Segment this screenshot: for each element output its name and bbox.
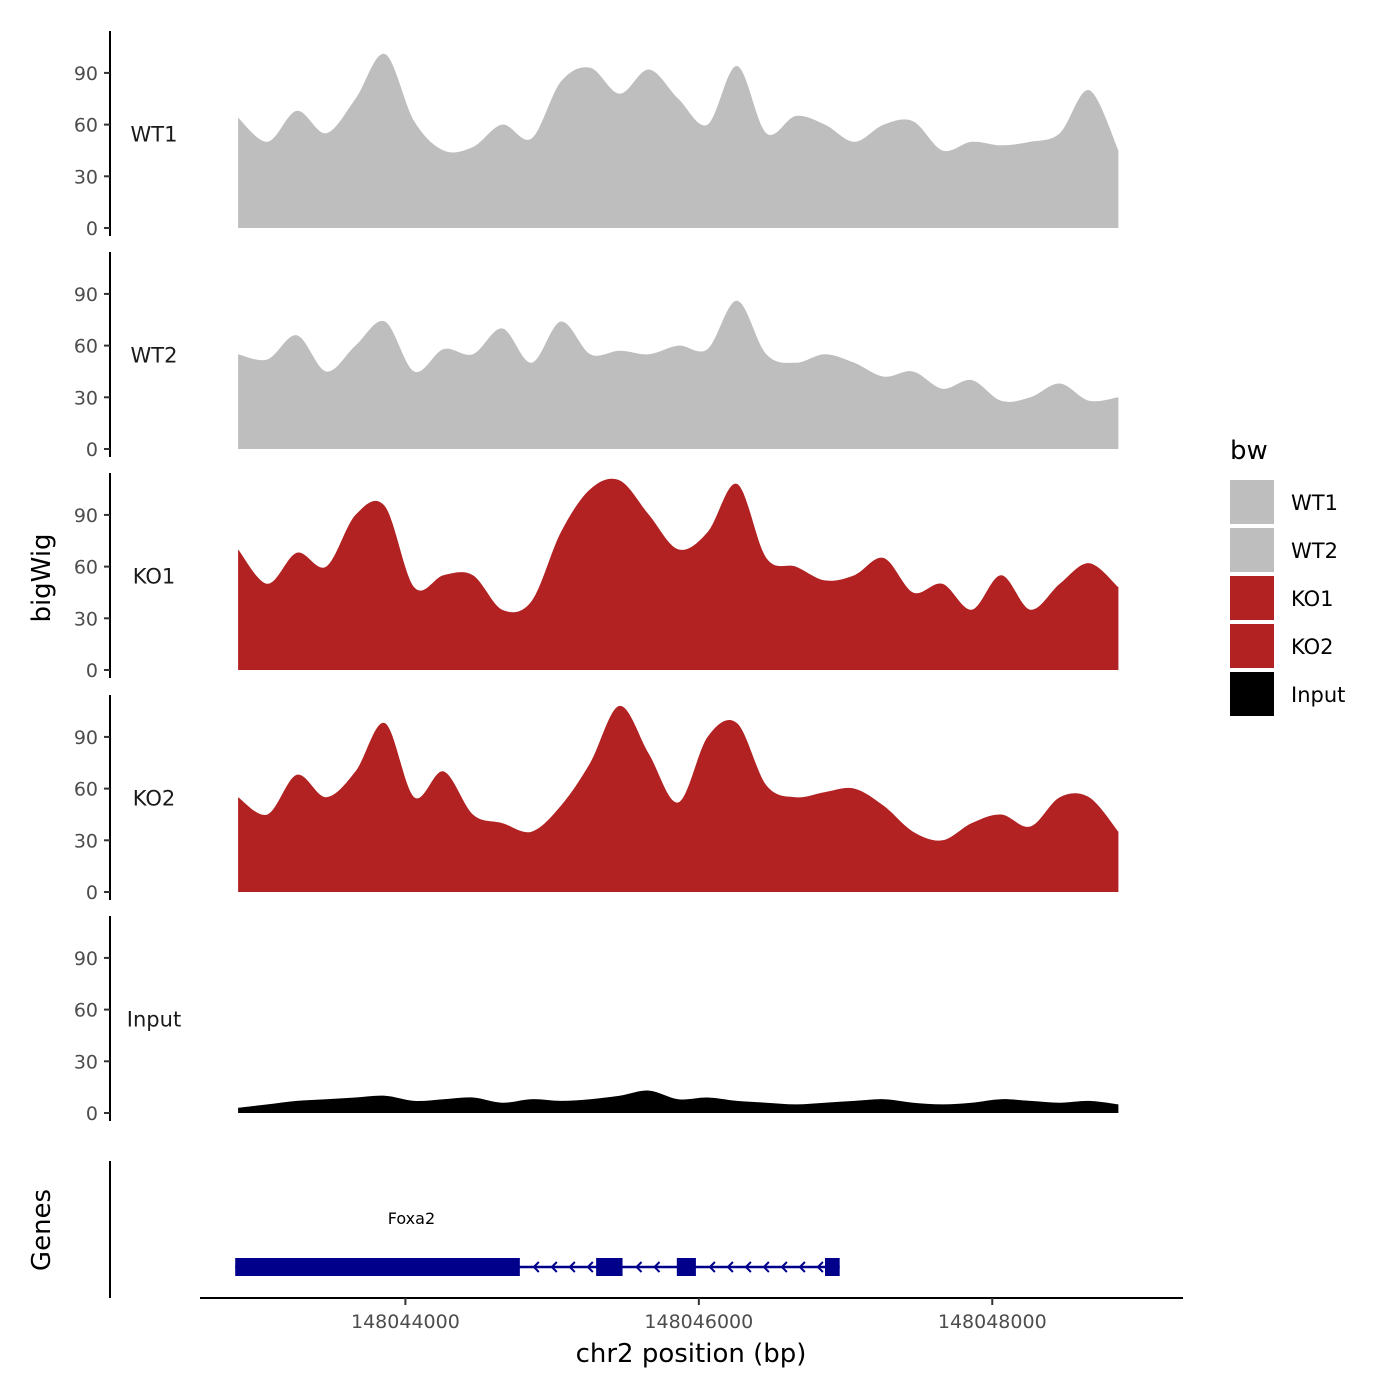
y-tick-label: 90 (74, 948, 98, 970)
y-tick-label: 30 (74, 830, 98, 852)
track-wt1: 0 30 60 90 WT1 (74, 31, 1119, 240)
strand-arrow (726, 1261, 734, 1273)
x-axis-ticks: 148044000 148046000 148048000 (351, 1298, 1047, 1333)
exon (825, 1258, 840, 1276)
strand-arrow (635, 1261, 643, 1273)
track-input: 0 30 60 90 Input (74, 916, 1119, 1125)
area-wt2 (238, 300, 1119, 449)
track-label: KO1 (133, 565, 176, 589)
area-wt1 (238, 53, 1119, 228)
legend-swatch-wt1 (1230, 480, 1274, 524)
legend-swatch-input (1230, 672, 1274, 716)
gene-label: Foxa2 (388, 1209, 435, 1228)
area-input (238, 1090, 1119, 1113)
strand-arrow (762, 1261, 770, 1273)
exon (596, 1258, 623, 1276)
exon (676, 1258, 696, 1276)
y-tick-label: 0 (86, 218, 98, 240)
gene-panel: Foxa2 (109, 1161, 840, 1298)
strand-arrow (816, 1261, 824, 1273)
y-tick-label: 60 (74, 336, 98, 358)
y-tick-label: 0 (86, 439, 98, 461)
x-tick-label: 148046000 (644, 1311, 753, 1333)
track-label: KO2 (133, 787, 176, 811)
track-label: WT1 (131, 123, 178, 147)
track-label: WT2 (131, 344, 178, 368)
track-ko1: 0 30 60 90 KO1 (74, 473, 1119, 682)
y-tick-label: 0 (86, 1103, 98, 1125)
legend-swatch-ko2 (1230, 624, 1274, 668)
y-tick-label: 60 (74, 115, 98, 137)
strand-arrow (780, 1261, 788, 1273)
x-tick-label: 148044000 (351, 1311, 460, 1333)
legend-label-wt1: WT1 (1291, 491, 1338, 515)
legend: WT1 WT2 KO1 KO2 Input (1230, 480, 1345, 716)
strand-arrow (586, 1261, 594, 1273)
y-tick-label: 60 (74, 1000, 98, 1022)
legend-label-ko2: KO2 (1291, 635, 1334, 659)
x-axis-title: chr2 position (bp) (576, 1339, 807, 1369)
y-axis-title: bigWig (27, 533, 57, 622)
y-tick-label: 0 (86, 660, 98, 682)
y-tick-label: 90 (74, 505, 98, 527)
gene-axis-title: Genes (27, 1189, 57, 1271)
strand-arrow (550, 1261, 558, 1273)
y-tick-label: 30 (74, 1051, 98, 1073)
y-tick-label: 30 (74, 387, 98, 409)
exon (235, 1258, 520, 1276)
y-tick-label: 90 (74, 63, 98, 85)
x-tick-label: 148048000 (938, 1311, 1047, 1333)
strand-arrow (798, 1261, 806, 1273)
track-wt2: 0 30 60 90 WT2 (74, 252, 1119, 461)
area-ko1 (238, 478, 1119, 670)
y-tick-label: 60 (74, 779, 98, 801)
y-tick-label: 30 (74, 608, 98, 630)
y-tick-label: 90 (74, 284, 98, 306)
track-ko2: 0 30 60 90 KO2 (74, 695, 1119, 904)
y-tick-label: 90 (74, 727, 98, 749)
strand-arrow (532, 1261, 540, 1273)
track-label: Input (127, 1008, 181, 1032)
y-tick-label: 30 (74, 166, 98, 188)
y-tick-label: 60 (74, 557, 98, 579)
legend-swatch-ko1 (1230, 576, 1274, 620)
legend-label-input: Input (1291, 683, 1345, 707)
strand-arrow (653, 1261, 661, 1273)
strand-arrow (568, 1261, 576, 1273)
strand-arrow (708, 1261, 716, 1273)
strand-arrow (744, 1261, 752, 1273)
legend-label-ko1: KO1 (1291, 587, 1334, 611)
area-ko2 (238, 705, 1119, 892)
legend-label-wt2: WT2 (1291, 539, 1338, 563)
track-panels: 0 30 60 90 WT1 0 30 60 90 WT2 0 30 60 90 KO1 0 30 60 90 KO2… (74, 31, 1119, 1125)
y-tick-label: 0 (86, 882, 98, 904)
legend-title: bw (1230, 436, 1268, 466)
legend-swatch-wt2 (1230, 528, 1274, 572)
